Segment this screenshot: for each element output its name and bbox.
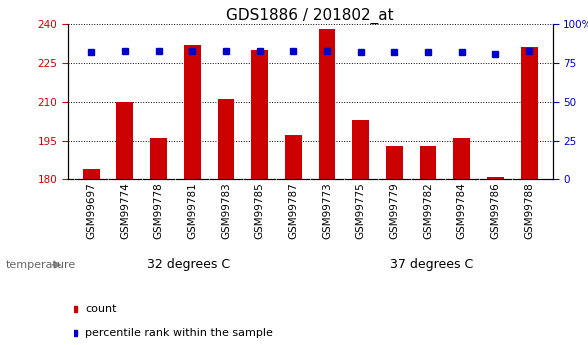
Text: GSM99785: GSM99785 — [255, 183, 265, 239]
Text: temperature: temperature — [6, 260, 76, 270]
Text: GSM99788: GSM99788 — [524, 183, 534, 239]
Bar — [453, 138, 470, 179]
Text: count: count — [85, 304, 117, 314]
Bar — [352, 120, 369, 179]
Bar — [184, 45, 201, 179]
Bar — [150, 138, 167, 179]
Text: percentile rank within the sample: percentile rank within the sample — [85, 328, 273, 338]
Bar — [521, 47, 537, 179]
Text: GSM99697: GSM99697 — [86, 183, 96, 239]
Bar — [420, 146, 436, 179]
Bar — [319, 29, 335, 179]
Bar — [116, 102, 133, 179]
Bar — [487, 177, 504, 179]
Text: GSM99787: GSM99787 — [288, 183, 298, 239]
Text: GSM99784: GSM99784 — [457, 183, 467, 239]
Text: 32 degrees C: 32 degrees C — [148, 258, 230, 271]
Text: GSM99779: GSM99779 — [389, 183, 399, 239]
Text: 37 degrees C: 37 degrees C — [390, 258, 473, 271]
Bar — [83, 169, 99, 179]
Bar — [386, 146, 403, 179]
Text: GSM99774: GSM99774 — [120, 183, 130, 239]
Title: GDS1886 / 201802_at: GDS1886 / 201802_at — [226, 8, 394, 24]
Text: GSM99783: GSM99783 — [221, 183, 231, 239]
Text: GSM99773: GSM99773 — [322, 183, 332, 239]
Bar — [218, 99, 235, 179]
Text: GSM99782: GSM99782 — [423, 183, 433, 239]
Text: GSM99781: GSM99781 — [187, 183, 197, 239]
Text: GSM99775: GSM99775 — [356, 183, 366, 239]
Bar — [251, 50, 268, 179]
Text: GSM99786: GSM99786 — [490, 183, 500, 239]
Text: GSM99778: GSM99778 — [153, 183, 163, 239]
Bar — [285, 136, 302, 179]
